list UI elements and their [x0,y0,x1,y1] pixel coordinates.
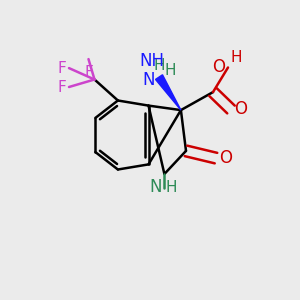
Text: F: F [84,65,93,80]
Text: F: F [57,61,66,76]
Text: H: H [165,63,176,78]
Text: NH: NH [139,52,164,70]
Polygon shape [155,75,181,110]
Text: N: N [142,71,155,89]
Text: N: N [149,178,161,196]
Text: H: H [153,58,165,73]
Text: H: H [166,180,177,195]
Text: O: O [234,100,247,118]
Text: H: H [231,50,242,64]
Text: O: O [219,149,232,167]
Text: O: O [212,58,225,76]
Text: F: F [57,80,66,94]
